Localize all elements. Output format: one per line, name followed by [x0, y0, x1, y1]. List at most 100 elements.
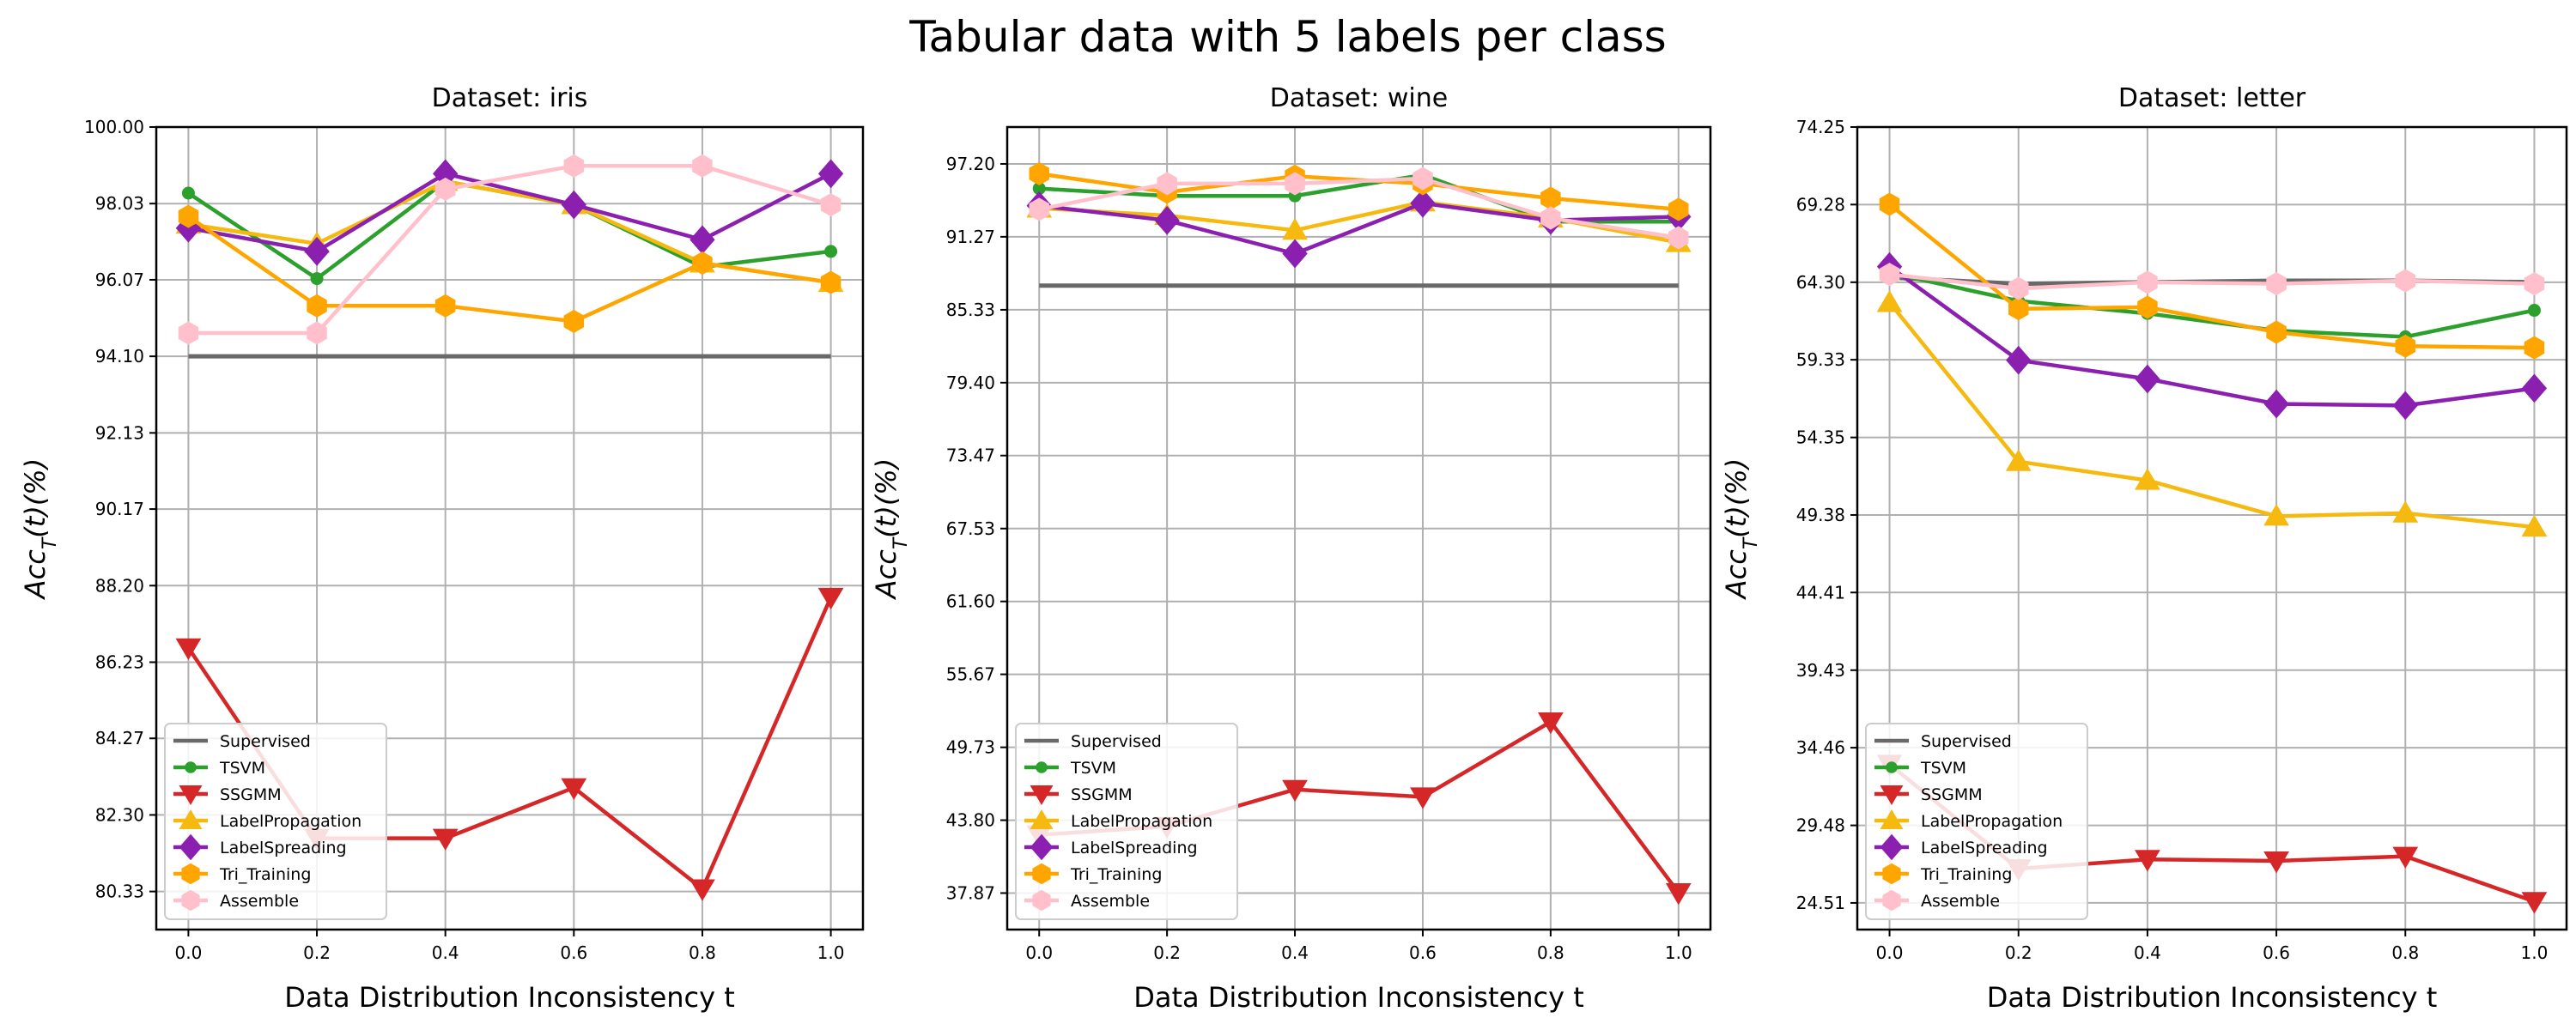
data-point — [2008, 276, 2029, 300]
legend: Supervised TSVM SSGMM LabelPropagation Label… — [164, 723, 387, 920]
series-tri-training — [178, 204, 841, 333]
legend-box — [1865, 723, 2088, 920]
legend-item: TSVM — [173, 759, 265, 778]
data-point — [2263, 851, 2289, 874]
data-point — [1410, 787, 1436, 809]
series-line — [1888, 264, 2535, 408]
legend-marker — [179, 809, 203, 829]
x-tick-label: 0.4 — [2134, 942, 2161, 963]
data-point — [1537, 712, 1564, 735]
y-tick-label: 74.25 — [1796, 117, 1845, 137]
legend-item: Tri_Training — [173, 863, 311, 885]
legend-item: SSGMM — [1874, 785, 1983, 805]
y-tick-label: 55.67 — [946, 664, 995, 685]
legend-item: SSGMM — [1024, 785, 1133, 805]
legend-label: Supervised — [1921, 732, 2012, 751]
series-assemble — [178, 154, 841, 345]
legend-marker — [1880, 785, 1904, 805]
legend-item: LabelPropagation — [1874, 809, 2063, 831]
legend-label: LabelPropagation — [1921, 812, 2063, 831]
y-tick-label: 34.46 — [1796, 737, 1845, 758]
y-tick-label: 37.87 — [946, 882, 995, 903]
y-tick-label: 97.20 — [946, 154, 995, 174]
legend-item: Assemble — [173, 889, 299, 912]
legend-label: TSVM — [219, 759, 265, 778]
x-tick-label: 0.2 — [2005, 942, 2032, 963]
legend-label: SSGMM — [1921, 785, 1983, 804]
data-point — [2395, 269, 2415, 293]
legend-label: LabelSpreading — [1071, 839, 1198, 857]
y-tick-label: 82.30 — [95, 804, 144, 825]
legend-marker — [1032, 889, 1051, 912]
legend-label: LabelPropagation — [220, 812, 361, 831]
x-tick-label: 1.0 — [817, 942, 845, 963]
chart-panel-3: 0.0 0.2 0.4 0.6 0.8 1.0 24.51 29.48 34.46 39.43 44… — [1720, 83, 2568, 1014]
y-tick-label: 73.47 — [946, 445, 995, 466]
legend-label: Tri_Training — [1070, 865, 1162, 884]
data-point — [1029, 161, 1049, 185]
x-tick-label: 0.6 — [560, 942, 587, 963]
chart-title: Dataset: letter — [2118, 83, 2306, 113]
legend-label: Supervised — [220, 732, 311, 751]
legend-marker — [1882, 863, 1901, 885]
x-tick-label: 0.6 — [1409, 942, 1437, 963]
data-point — [178, 321, 199, 345]
legend-box — [1015, 723, 1238, 920]
y-tick-label: 91.27 — [946, 227, 995, 247]
x-tick-label: 0.8 — [689, 942, 716, 963]
legend-label: Assemble — [1921, 892, 2000, 911]
data-point — [817, 159, 844, 189]
x-axis-label: Data Distribution Inconsistency t — [1133, 981, 1584, 1014]
legend-item: LabelPropagation — [173, 809, 361, 831]
x-tick-label: 0.4 — [1281, 942, 1309, 963]
series-tri-training — [1879, 192, 2545, 360]
data-point — [2263, 504, 2289, 526]
legend-item: LabelSpreading — [1024, 833, 1198, 861]
series-line — [1888, 203, 2535, 350]
series-assemble — [1879, 263, 2545, 300]
legend-label: LabelPropagation — [1071, 812, 1212, 831]
legend-item: TSVM — [1024, 759, 1116, 778]
figure-title: Tabular data with 5 labels per class — [908, 12, 1666, 62]
data-point — [1540, 206, 1561, 230]
data-point — [820, 193, 841, 217]
y-tick-label: 69.28 — [1796, 194, 1845, 215]
series-line — [1887, 300, 2535, 530]
data-point — [820, 270, 841, 294]
x-tick-label: 0.4 — [432, 942, 459, 963]
y-tick-label: 79.40 — [946, 373, 995, 393]
data-point — [304, 237, 330, 266]
x-tick-label: 0.0 — [1025, 942, 1053, 963]
legend-marker — [1030, 785, 1054, 805]
y-tick-label: 96.07 — [95, 270, 144, 290]
series-line — [1889, 270, 2535, 339]
y-tick-label: 39.43 — [1796, 660, 1845, 681]
legend-item: LabelSpreading — [173, 833, 347, 861]
y-tick-label: 67.53 — [946, 518, 995, 539]
chart-panel-2: 0.0 0.2 0.4 0.6 0.8 1.0 37.87 43.80 49.73 55.67 61… — [870, 83, 1712, 1014]
data-point — [181, 186, 195, 200]
legend-label: Supervised — [1071, 732, 1162, 751]
legend-marker — [179, 785, 203, 805]
series-line — [1889, 272, 2535, 291]
y-tick-label: 100.00 — [84, 117, 144, 137]
data-point — [1413, 167, 1433, 191]
y-tick-label: 43.80 — [946, 810, 995, 831]
data-point — [2524, 272, 2545, 296]
data-point — [690, 879, 715, 901]
data-point — [2521, 514, 2548, 537]
data-point — [1410, 188, 1436, 218]
x-tick-label: 0.8 — [1537, 942, 1564, 963]
plot-frame — [1856, 125, 2568, 931]
legend-label: TSVM — [1920, 759, 1966, 778]
legend-label: SSGMM — [220, 785, 282, 804]
x-axis-label: Data Distribution Inconsistency t — [1987, 981, 2438, 1014]
legend-item: Assemble — [1024, 889, 1150, 912]
x-tick-label: 0.0 — [1876, 942, 1904, 963]
legend-item: Supervised — [1874, 732, 2012, 751]
data-point — [2008, 297, 2029, 321]
legend-marker — [1880, 809, 1904, 829]
legend-marker — [1032, 863, 1051, 885]
plot-frame — [1005, 125, 1712, 931]
data-point — [2521, 373, 2548, 403]
